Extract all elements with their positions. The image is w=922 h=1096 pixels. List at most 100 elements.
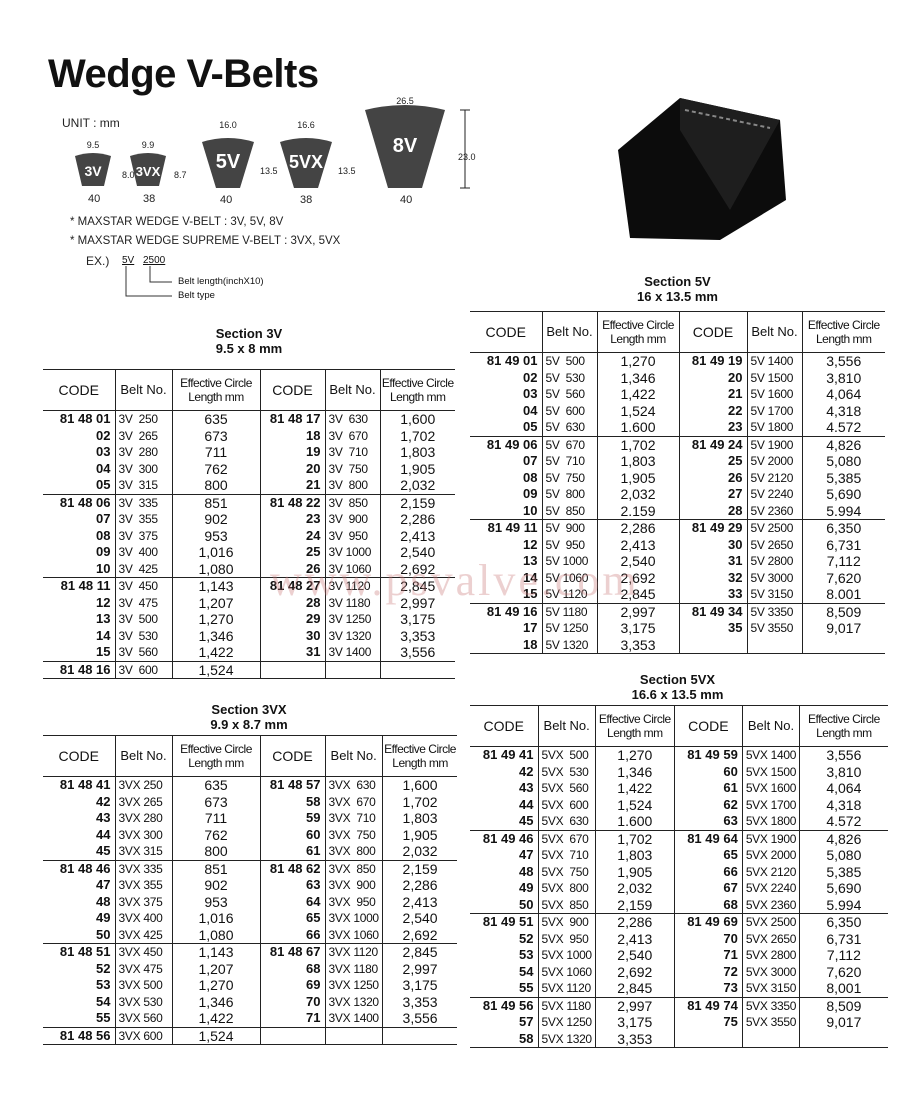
- cell-code: 44: [96, 826, 111, 842]
- cell-len: 3,810: [801, 369, 885, 386]
- table-row: 47 3VX 355 902 63 3VX 900 2,286: [43, 877, 458, 894]
- cell-len: 3,353: [594, 1030, 675, 1048]
- cell-code: 31: [678, 553, 747, 570]
- cell-code: 15: [523, 586, 538, 602]
- table-row: 05 3V 315 800 21 3V 800 2,032: [43, 477, 455, 494]
- cell-code: 53: [96, 977, 111, 993]
- cell-code: 43: [96, 810, 111, 826]
- table-row: 50 5VX 850 2,159 68 5VX 2360 5.994: [470, 896, 888, 914]
- cell-len: 6,731: [801, 536, 885, 553]
- cell-belt: 3V 375: [114, 527, 172, 544]
- header-line: Length mm: [607, 726, 663, 740]
- profile-8v-height: 23.0: [458, 152, 476, 162]
- cell-code: 81 49 16: [470, 602, 542, 620]
- cell-belt: 5V 3000: [746, 569, 802, 586]
- page-title: Wedge V-Belts: [48, 52, 319, 96]
- cell-len: 3,556: [381, 1010, 458, 1027]
- table-row: 44 5VX 600 1,524 62 5VX 1700 4,318: [470, 796, 888, 813]
- cell-len: 1,600: [379, 410, 455, 428]
- profile-8v-width: 26.5: [396, 96, 414, 106]
- cell-belt: 5VX 1800: [741, 813, 800, 830]
- cell-code: 58: [259, 793, 325, 810]
- cell-code: 42: [96, 793, 111, 809]
- profile-8v-label: 8V: [393, 135, 418, 157]
- cell-len: 1,803: [596, 453, 679, 470]
- header-line: Effective Circle: [180, 376, 252, 390]
- cell-belt: 5V 600: [541, 402, 597, 419]
- cell-belt: 5V 1320: [541, 636, 597, 654]
- cell-code: 28: [678, 502, 747, 520]
- cell-belt: 3V 450: [114, 577, 172, 595]
- cell-len: 2,032: [381, 843, 458, 860]
- table-row: 81 49 56 5VX 1180 2,997 81 49 74 5VX 3350 8,5…: [470, 996, 888, 1014]
- table-row: 81 49 11 5V 900 2,286 81 49 29 5V 2500 6,350: [470, 519, 885, 537]
- cell-len: 711: [171, 810, 260, 827]
- section-3v-title: Section 3V 9.5 x 8 mm: [215, 326, 283, 356]
- cell-code: 30: [259, 627, 325, 644]
- cell-belt: 3VX 1320: [324, 993, 383, 1010]
- header-effective-length: Effective Circle Length mm: [801, 311, 885, 353]
- cell-belt: 3V 500: [114, 611, 172, 628]
- example-type-label: Belt type: [178, 290, 215, 301]
- cell-belt: 3VX 710: [324, 810, 383, 827]
- cell-code: 10: [523, 502, 538, 518]
- header-effective-length: Effective Circle Length mm: [379, 369, 455, 411]
- cell-len: 4,318: [801, 402, 885, 419]
- cell-belt: 5VX 3000: [741, 963, 800, 980]
- cell-len: 2,032: [594, 880, 675, 897]
- cell-code: 31: [259, 644, 325, 661]
- cell-len: 1,600: [381, 776, 458, 794]
- cell-len: 9,017: [799, 1014, 888, 1031]
- cell-code: 49: [519, 880, 534, 896]
- cell-belt: 3VX 475: [114, 960, 172, 977]
- header-belt: Belt No.: [114, 369, 172, 411]
- cell-belt: 3VX 800: [324, 843, 383, 860]
- cell-belt: 5VX 2240: [741, 880, 800, 897]
- cell-len: 1,905: [594, 863, 675, 880]
- table-row: 10 3V 425 1,080 26 3V 1060 2,692: [43, 560, 455, 578]
- profile-5vx-width: 16.6: [297, 120, 315, 130]
- cell-code: 81 49 19: [678, 352, 747, 370]
- profile-5v-label: 5V: [216, 151, 241, 173]
- cell-code: 57: [519, 1014, 534, 1030]
- cell-belt: 5VX 600: [537, 796, 596, 813]
- table-row: 53 5VX 1000 2,540 71 5VX 2800 7,112: [470, 947, 888, 964]
- header-line: Effective Circle: [384, 742, 456, 756]
- example-prefix: EX.): [86, 254, 110, 268]
- cell-code: 65: [673, 847, 743, 864]
- cell-belt: 3V 400: [114, 544, 172, 561]
- cell-belt: 5V 1000: [541, 553, 597, 570]
- cell-code: 55: [96, 1010, 111, 1026]
- cell-belt: 5VX 900: [537, 913, 596, 931]
- table-row: 03 5V 560 1,422 21 5V 1600 4,064: [470, 386, 885, 403]
- cell-len: 673: [171, 793, 260, 810]
- cell-len: 4,064: [801, 386, 885, 403]
- table-row: 18 5V 1320 3,353: [470, 636, 885, 654]
- cell-belt: 3VX 1180: [324, 960, 383, 977]
- cell-code: 26: [678, 469, 747, 486]
- cell-belt: 5V 630: [541, 419, 597, 436]
- cell-code: 58: [470, 1030, 538, 1048]
- cell-len: 1,422: [596, 386, 679, 403]
- cell-code: 75: [673, 1014, 743, 1031]
- header-effective-length: Effective Circle Length mm: [381, 735, 458, 777]
- cell-belt: 5VX 2800: [741, 947, 800, 964]
- cell-len: 7,620: [801, 569, 885, 586]
- cell-len: 762: [171, 460, 260, 477]
- cell-belt: 5VX 2360: [741, 896, 800, 914]
- cell-belt: 5VX 1120: [537, 980, 596, 997]
- cell-belt: 3V 300: [114, 460, 172, 477]
- cell-len: 2,540: [379, 544, 455, 561]
- table-row: 13 5V 1000 2,540 31 5V 2800 7,112: [470, 553, 885, 570]
- example-length-label: Belt length(inchX10): [178, 276, 264, 287]
- cell-len: 1,016: [171, 910, 260, 927]
- cell-belt: 5VX 1180: [537, 996, 596, 1014]
- profile-3vx-width: 9.9: [142, 140, 155, 150]
- table-row: 42 3VX 265 673 58 3VX 670 1,702: [43, 793, 458, 810]
- cell-code: 26: [259, 560, 325, 578]
- cell-code: 19: [259, 444, 325, 461]
- cell-code: 81 48 06: [43, 493, 115, 511]
- cell-len: 1,524: [594, 796, 675, 813]
- cell-len: 3,810: [799, 763, 888, 780]
- table-row: 09 5V 800 2,032 27 5V 2240 5,690: [470, 486, 885, 503]
